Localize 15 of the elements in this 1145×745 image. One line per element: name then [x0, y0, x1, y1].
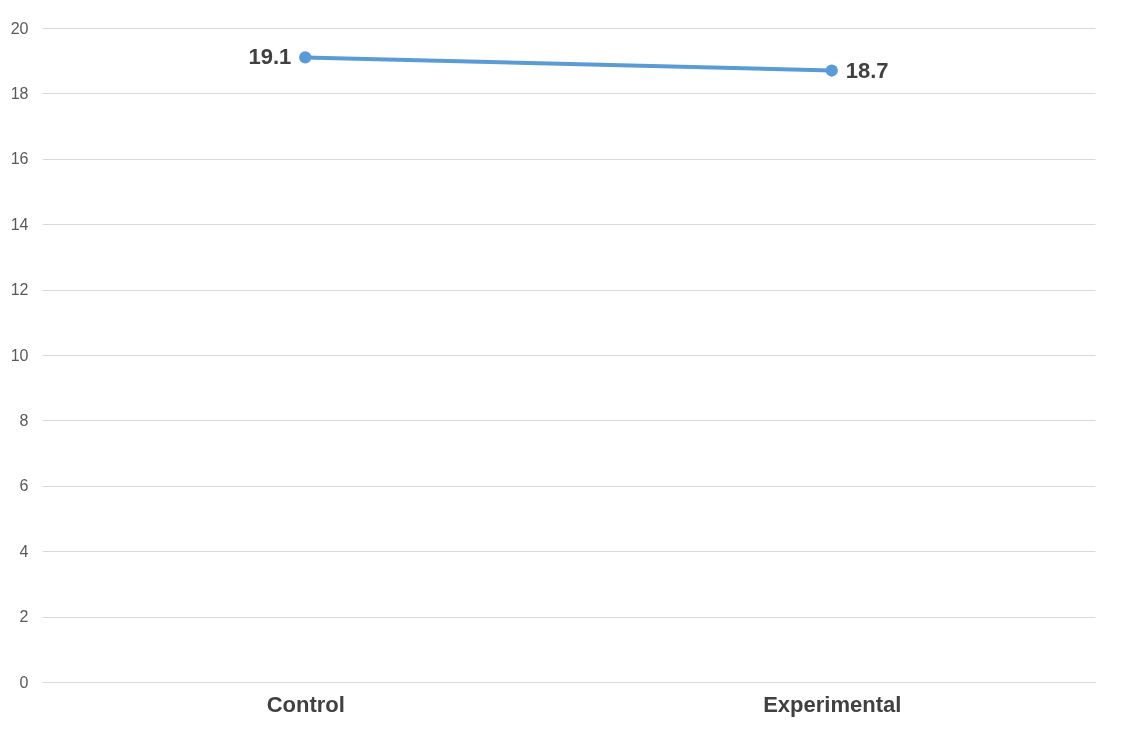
- y-tick-label: 12: [10, 281, 29, 299]
- y-tick-label: 4: [19, 542, 29, 560]
- x-tick-label: Experimental: [763, 691, 902, 717]
- y-tick-label: 8: [19, 411, 29, 429]
- data-label: 18.7: [845, 57, 889, 83]
- data-label: 19.1: [248, 44, 292, 70]
- y-tick-label: 14: [10, 215, 29, 233]
- y-tick-label: 0: [19, 673, 29, 691]
- y-tick-label: 2: [19, 608, 29, 626]
- y-tick-label: 20: [10, 19, 29, 37]
- y-tick-label: 16: [10, 150, 29, 168]
- y-tick-label: 10: [10, 346, 29, 364]
- x-tick-label: Control: [266, 691, 345, 717]
- y-tick-label: 18: [10, 84, 29, 102]
- y-tick-label: 6: [19, 477, 29, 495]
